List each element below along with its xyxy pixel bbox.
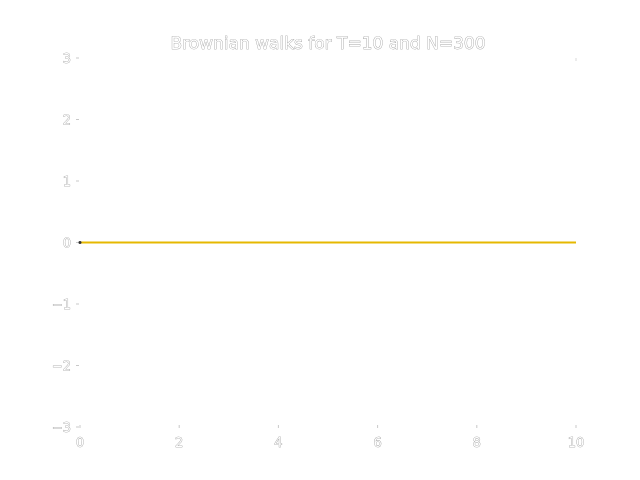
y-tick-label: −3 xyxy=(52,421,71,436)
y-tick-label: 0 xyxy=(63,237,71,252)
x-axis: 0 2 4 6 8 10 xyxy=(76,425,585,451)
y-tick-label: 1 xyxy=(63,175,71,190)
y-tick-label: −2 xyxy=(52,360,71,375)
x-tick-label: 4 xyxy=(274,436,282,451)
x-tick-label: 6 xyxy=(373,436,381,451)
series-start-point xyxy=(78,241,82,244)
chart-title: Brownian walks for T=10 and N=300 xyxy=(170,34,485,54)
y-tick-label: 2 xyxy=(63,114,71,129)
y-axis: −3 −2 −1 0 1 2 3 xyxy=(52,52,79,436)
x-tick-label: 8 xyxy=(473,436,481,451)
y-tick-label: −1 xyxy=(52,298,71,313)
x-tick-label: 10 xyxy=(568,436,585,451)
x-tick-label: 0 xyxy=(76,436,84,451)
y-tick-label: 3 xyxy=(63,52,71,67)
plot-area xyxy=(78,58,577,244)
x-tick-label: 2 xyxy=(175,436,183,451)
